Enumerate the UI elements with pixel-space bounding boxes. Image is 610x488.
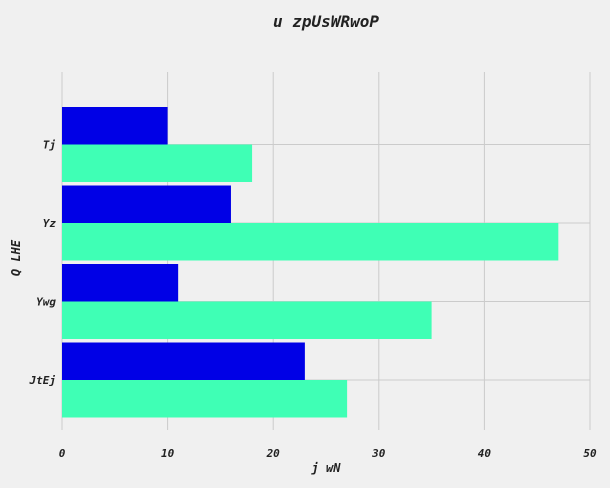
bar-jtej-series-1 xyxy=(62,342,305,380)
chart-title: u zpUsWRwoP xyxy=(273,12,379,31)
x-tick-label: 40 xyxy=(478,447,492,460)
bar-yz-series-2 xyxy=(62,223,559,261)
bar-tj-series-2 xyxy=(62,144,253,182)
bar-tj-series-1 xyxy=(62,107,168,145)
x-tick-label: 10 xyxy=(161,447,175,460)
y-axis-label: Q LHE xyxy=(9,239,23,276)
bar-yz-series-1 xyxy=(62,185,231,223)
x-tick-labels: 0 10 20 30 40 50 xyxy=(59,447,597,460)
y-tick-labels: Tj Yz Ywg JtEj xyxy=(29,139,57,388)
x-axis-label: j wN xyxy=(311,461,342,475)
x-tick-label: 20 xyxy=(266,447,281,460)
bar-ywg-series-2 xyxy=(62,301,432,339)
bar-ywg-series-1 xyxy=(62,264,179,302)
bars xyxy=(62,107,559,418)
bar-jtej-series-2 xyxy=(62,380,348,418)
x-tick-label: 50 xyxy=(583,447,597,460)
x-tick-label: 30 xyxy=(371,447,386,460)
y-tick-label: Tj xyxy=(43,139,56,152)
y-tick-label: Yz xyxy=(43,217,57,230)
y-tick-label: JtEj xyxy=(29,374,57,387)
x-tick-label: 0 xyxy=(59,447,66,460)
y-tick-label: Ywg xyxy=(36,296,56,309)
